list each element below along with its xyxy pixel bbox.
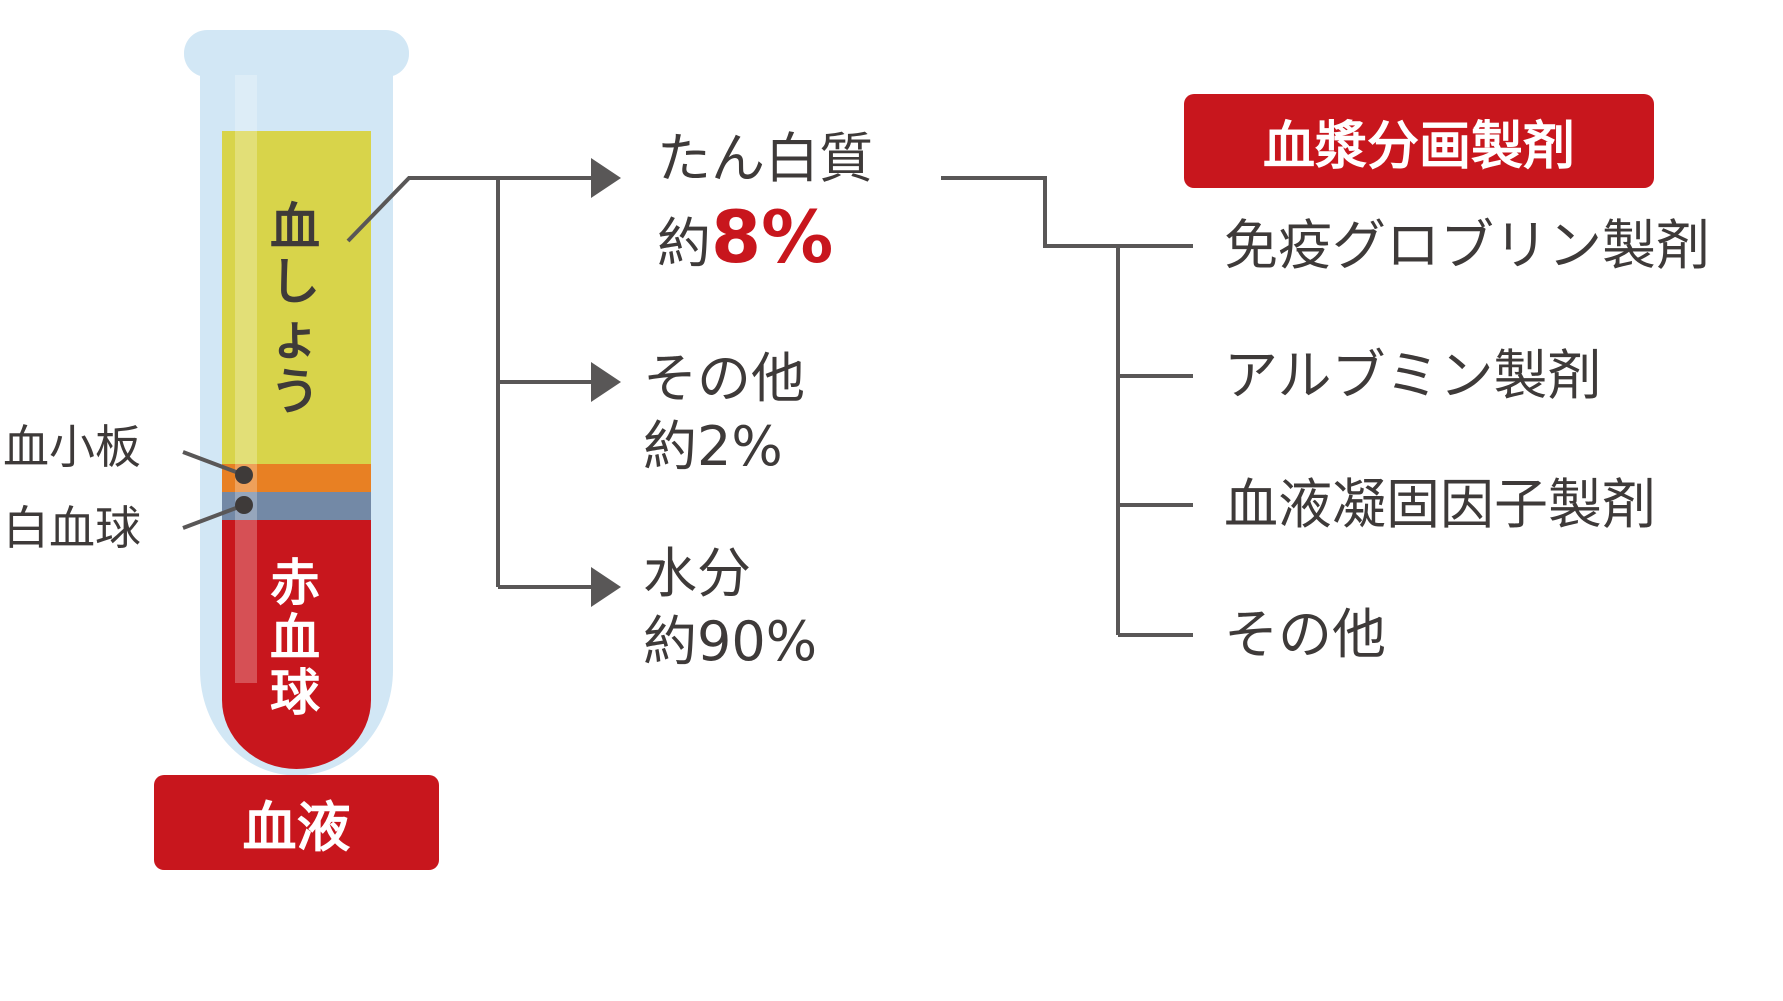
prefix: 約 <box>643 610 697 673</box>
label-char: ょ <box>270 308 320 366</box>
fractionation-title: 血漿分画製剤 <box>1184 94 1654 188</box>
platelets-label: 血小板 <box>3 420 141 474</box>
arrow-water <box>591 567 621 607</box>
product-other: その他 <box>1224 603 1386 666</box>
plasma-layer <box>222 131 371 464</box>
white-cells-label: 白血球 <box>3 501 141 555</box>
prefix: 約 <box>657 212 711 275</box>
component-other-share: 約2% <box>643 420 783 474</box>
product-albumin: アルブミン製剤 <box>1224 344 1602 407</box>
label-char: 血 <box>270 198 320 256</box>
other-percent: 2% <box>697 415 783 478</box>
test-tube <box>184 30 409 776</box>
prefix: 約 <box>643 415 697 478</box>
product-immunoglobulin: 免疫グロブリン製剤 <box>1224 214 1710 277</box>
arrow-other <box>591 362 621 402</box>
component-other-name: その他 <box>643 347 805 410</box>
arrow-protein <box>591 158 621 198</box>
label-char: う <box>270 363 320 421</box>
component-protein-share: 約8% <box>657 201 833 273</box>
blood-label: 血液 <box>154 775 439 870</box>
red-cell-layer <box>222 520 371 769</box>
water-percent: 90% <box>697 610 818 673</box>
white-cell-marker <box>235 496 253 514</box>
platelet-marker <box>235 466 253 484</box>
product-coagulation-factor: 血液凝固因子製剤 <box>1224 473 1656 536</box>
label-char: し <box>270 253 320 311</box>
component-water-share: 約90% <box>643 615 817 669</box>
red-cells-label: 赤血球 <box>270 556 320 721</box>
component-water-name: 水分 <box>643 542 751 605</box>
label-char: 赤 <box>270 554 320 612</box>
plasma-label: 血しょう <box>270 200 320 420</box>
protein-percent: 8% <box>711 195 834 279</box>
label-char: 球 <box>270 664 320 722</box>
label-char: 血 <box>270 609 320 667</box>
component-protein-name: たん白質 <box>657 127 873 190</box>
tube-highlight <box>235 75 257 683</box>
